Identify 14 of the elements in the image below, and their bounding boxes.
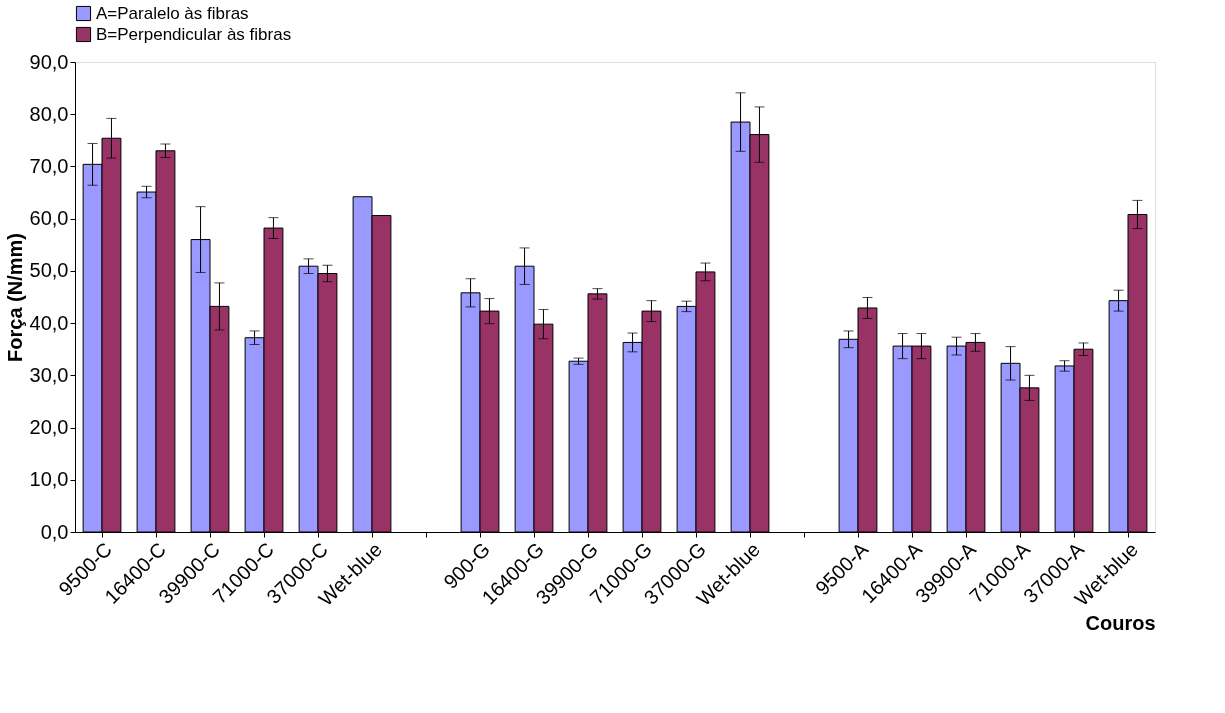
- y-tick-label: 30,0: [29, 363, 69, 386]
- legend-label: A=Paralelo às fibras: [96, 3, 249, 23]
- y-tick-label: 90,0: [29, 50, 69, 73]
- y-tick-label: 60,0: [29, 207, 69, 230]
- y-tick-label: 20,0: [29, 416, 69, 439]
- x-axis-title: Couros: [1085, 611, 1156, 634]
- y-tick-label: 70,0: [29, 154, 69, 177]
- y-tick-label: 40,0: [29, 311, 69, 334]
- y-axis-title: Força (N/mm): [3, 233, 26, 362]
- y-tick-label: 50,0: [29, 259, 69, 282]
- legend-label: B=Perpendicular às fibras: [96, 24, 292, 44]
- y-tick-label: 10,0: [29, 468, 69, 491]
- y-tick-label: 0,0: [40, 520, 69, 543]
- y-tick-label: 80,0: [29, 102, 69, 125]
